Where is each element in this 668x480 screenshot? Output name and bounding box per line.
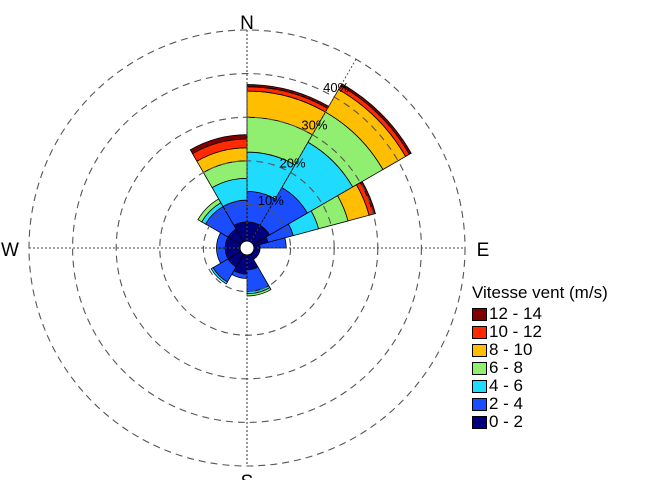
radial-tick-label: 20% (280, 155, 306, 170)
legend-title: Vitesse vent (m/s) (472, 283, 608, 302)
legend-item: 0 - 2 (472, 413, 608, 431)
direction-labels: N E S W (1, 13, 489, 480)
radial-tick-labels: 10% 20% 30% 40% (258, 80, 350, 208)
legend-item: 4 - 6 (472, 377, 608, 395)
legend-swatch (472, 397, 487, 411)
center-hole (239, 240, 255, 256)
legend-label: 6 - 8 (489, 358, 524, 377)
legend-swatch (472, 325, 487, 339)
sector-5-bin-3 (246, 287, 272, 297)
legend-label: 12 - 14 (489, 304, 542, 323)
spoke-30 (246, 58, 357, 249)
direction-label-e: E (477, 240, 490, 261)
direction-label-w: W (1, 240, 19, 261)
legend-item: 10 - 12 (472, 323, 608, 341)
legend-swatch (472, 415, 487, 429)
radial-tick-label: 30% (301, 118, 327, 133)
legend: Vitesse vent (m/s) 12 - 14 10 - 12 8 - 10 6… (472, 283, 608, 431)
legend-swatch (472, 343, 487, 357)
direction-label-n: N (240, 13, 254, 34)
legend-item: 2 - 4 (472, 395, 608, 413)
radial-tick-label: 40% (323, 80, 349, 95)
legend-label: 0 - 2 (489, 412, 524, 431)
legend-label: 2 - 4 (489, 394, 524, 413)
direction-label-s: S (241, 472, 254, 480)
legend-item: 12 - 14 (472, 305, 608, 323)
legend-label: 4 - 6 (489, 376, 524, 395)
legend-label: 10 - 12 (489, 322, 542, 341)
legend-swatch (472, 307, 487, 321)
wind-sectors (189, 83, 412, 297)
sector-1-bin-6 (340, 83, 412, 155)
legend-swatch (472, 379, 487, 393)
polar-grid (28, 29, 466, 467)
legend-label: 8 - 10 (489, 340, 533, 359)
radial-tick-label: 10% (258, 193, 284, 208)
legend-item: 8 - 10 (472, 341, 608, 359)
legend-item: 6 - 8 (472, 359, 608, 377)
sector-7-bin-2 (210, 267, 228, 285)
legend-swatch (472, 361, 487, 375)
